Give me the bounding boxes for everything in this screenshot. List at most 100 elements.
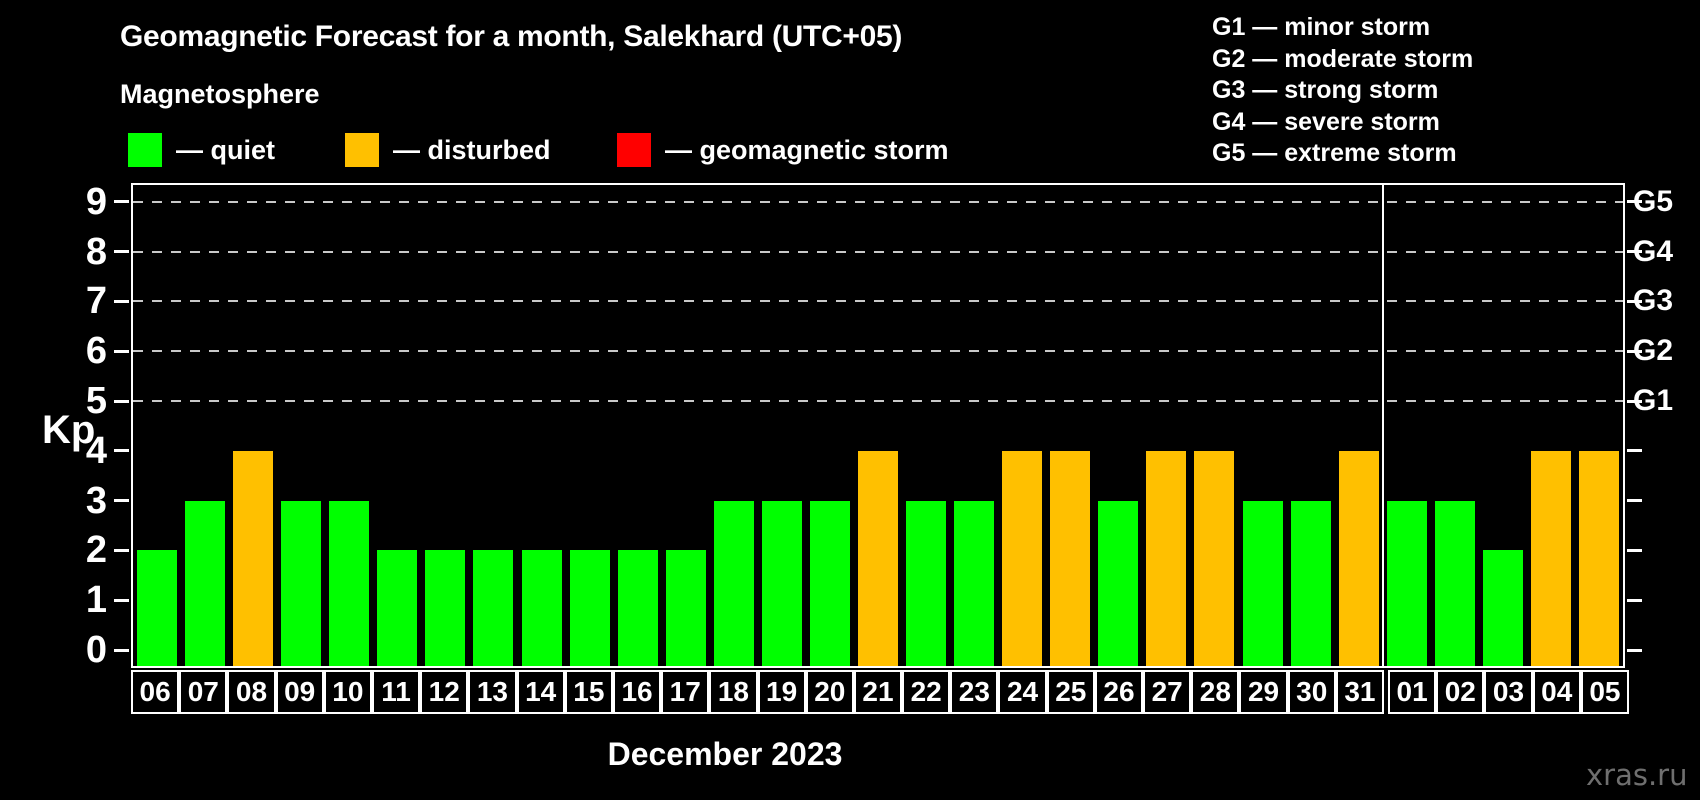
- kp-bar-day-21: [858, 450, 898, 666]
- day-label-07: 07: [179, 670, 228, 714]
- legend-item-quiet: — quiet: [128, 133, 275, 167]
- day-label-09: 09: [275, 670, 324, 714]
- day-label-03: 03: [1484, 670, 1533, 714]
- kp-bar-day-20: [809, 500, 850, 666]
- kp-bar-day-07: [185, 500, 226, 666]
- kp-bar-day-09: [281, 500, 322, 666]
- right-axis-label-g1: G1: [1633, 384, 1674, 417]
- day-label-23: 23: [950, 670, 999, 714]
- right-axis-label-g2: G2: [1633, 334, 1674, 368]
- x-axis-month-label: December 2023: [607, 736, 843, 772]
- day-label-28: 28: [1191, 670, 1240, 714]
- kp-bar-day-02: [1434, 500, 1475, 666]
- kp-bar-day-15: [569, 550, 610, 666]
- day-label-01: 01: [1388, 670, 1437, 714]
- day-label-24: 24: [998, 670, 1047, 714]
- kp-bar-day-19: [761, 500, 802, 666]
- day-label-25: 25: [1046, 670, 1095, 714]
- y-tick-right-9: [1627, 200, 1642, 204]
- day-label-31: 31: [1335, 670, 1385, 714]
- kp-bar-day-25: [1050, 450, 1091, 666]
- kp-bar-day-08: [233, 450, 274, 666]
- day-label-16: 16: [612, 670, 662, 714]
- kp-bar-day-26: [1098, 500, 1139, 666]
- day-label-20: 20: [805, 670, 854, 714]
- kp-bar-day-17: [665, 550, 706, 666]
- plot-area: 0 1 2 3 4 5 6 7 8 9 G1 G2 G3 G4 G5: [86, 182, 1673, 670]
- day-label-10: 10: [323, 670, 372, 714]
- day-label-21: 21: [853, 670, 903, 714]
- month-separator-line: [1381, 185, 1384, 666]
- y-tick-left-6: [114, 349, 129, 353]
- kp-bar-day-13: [473, 550, 514, 666]
- y-tick-left-9: [114, 200, 129, 204]
- kp-bar-day-30: [1290, 500, 1331, 666]
- y-tick-label-0: 0: [85, 629, 107, 671]
- kp-bar-day-11: [377, 550, 418, 666]
- storm-scale-g2: G2 — moderate storm: [1212, 44, 1474, 73]
- gridline-kp6: [133, 350, 1623, 353]
- y-tick-label-1: 1: [85, 579, 107, 622]
- y-tick-right-7: [1627, 299, 1642, 303]
- kp-bar-day-14: [521, 550, 562, 666]
- y-tick-label-4: 4: [85, 429, 107, 472]
- y-tick-right-4: [1627, 449, 1642, 453]
- kp-bar-day-29: [1242, 500, 1283, 666]
- day-label-17: 17: [661, 670, 710, 714]
- y-tick-left-8: [114, 250, 129, 254]
- kp-bar-day-27: [1146, 450, 1187, 666]
- kp-bar-day-28: [1194, 450, 1235, 666]
- day-label-26: 26: [1094, 670, 1144, 714]
- kp-bar-day-31: [1338, 450, 1379, 666]
- storm-scale-g1: G1 — minor storm: [1212, 13, 1431, 41]
- x-axis-day-labels: 06 07 08 09 10 11 12 13 14 15 16 17 18 19 20 21 22 23 24 25…: [131, 668, 1633, 714]
- day-label-08: 08: [227, 670, 276, 714]
- storm-scale-g5: G5 — extreme storm: [1212, 139, 1457, 167]
- gridline-kp9: [133, 200, 1623, 203]
- y-tick-right-5: [1627, 399, 1642, 403]
- disturbed-color-swatch: [345, 133, 379, 167]
- watermark: xras.ru: [1586, 758, 1688, 792]
- right-axis-label-g5: G5: [1633, 184, 1674, 218]
- y-tick-label-2: 2: [85, 529, 107, 572]
- day-label-12: 12: [420, 670, 469, 714]
- kp-bar-day-16: [617, 550, 658, 666]
- y-tick-left-5: [114, 399, 129, 403]
- day-label-18: 18: [709, 670, 758, 714]
- day-label-05: 05: [1580, 670, 1629, 714]
- kp-bar-day-18: [713, 500, 754, 666]
- chart-subtitle: Magnetosphere: [120, 79, 320, 109]
- kp-bar-day-06: [137, 550, 178, 666]
- day-label-13: 13: [468, 670, 517, 714]
- day-label-19: 19: [757, 670, 806, 714]
- legend-item-storm: — geomagnetic storm: [617, 133, 949, 167]
- legend-label-quiet: — quiet: [176, 134, 275, 165]
- y-tick-right-2: [1627, 548, 1642, 552]
- y-tick-right-0: [1627, 648, 1642, 652]
- storm-scale-legend: G1 — minor storm G2 — moderate storm G3 …: [1212, 12, 1473, 170]
- kp-bar-day-10: [329, 500, 370, 666]
- kp-bar-day-04: [1530, 450, 1571, 666]
- chart-title: Geomagnetic Forecast for a month, Salekh…: [120, 20, 903, 53]
- y-tick-right-8: [1627, 250, 1642, 254]
- kp-bar-day-12: [425, 550, 466, 666]
- legend-item-disturbed: — disturbed: [345, 133, 551, 167]
- day-label-30: 30: [1287, 670, 1336, 714]
- plot-inner: 0 1 2 3 4 5 6 7 8 9 G1 G2 G3 G4 G5: [86, 182, 1673, 670]
- kp-bar-day-05: [1578, 450, 1619, 666]
- kp-bar-day-23: [954, 500, 995, 666]
- y-tick-label-9: 9: [85, 180, 107, 223]
- gridline-kp5: [133, 400, 1623, 402]
- right-axis-label-g4: G4: [1633, 234, 1674, 268]
- gridline-kp8: [133, 250, 1623, 253]
- day-label-11: 11: [371, 670, 421, 714]
- day-label-02: 02: [1436, 670, 1485, 714]
- gridline-kp7: [133, 300, 1623, 303]
- day-label-29: 29: [1239, 670, 1288, 714]
- y-tick-right-3: [1627, 499, 1642, 503]
- day-label-14: 14: [516, 670, 565, 714]
- y-tick-left-2: [114, 548, 129, 552]
- y-tick-label-3: 3: [85, 479, 107, 522]
- day-label-27: 27: [1143, 670, 1192, 714]
- quiet-color-swatch: [128, 133, 162, 167]
